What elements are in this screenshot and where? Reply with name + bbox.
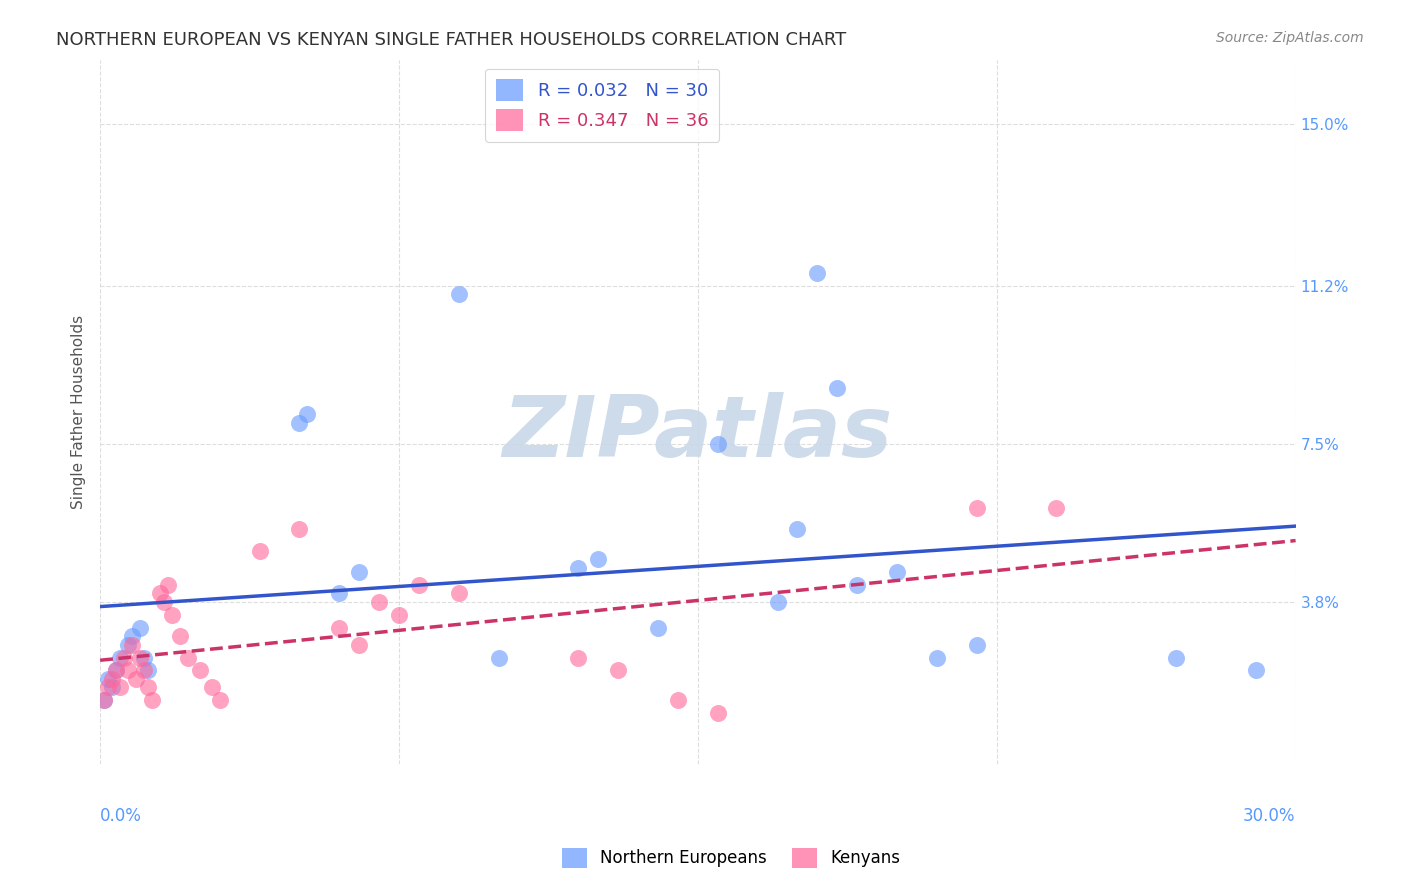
Point <box>129 650 152 665</box>
Point <box>105 663 128 677</box>
Point <box>567 650 589 665</box>
Point <box>827 381 849 395</box>
Point <box>297 407 319 421</box>
Point <box>129 621 152 635</box>
Point <box>149 586 172 600</box>
Point <box>288 522 311 536</box>
Point <box>208 693 231 707</box>
Point <box>347 638 370 652</box>
Point <box>97 681 120 695</box>
Point <box>846 578 869 592</box>
Point <box>786 522 808 536</box>
Text: Source: ZipAtlas.com: Source: ZipAtlas.com <box>1216 31 1364 45</box>
Point <box>567 561 589 575</box>
Point <box>117 638 139 652</box>
Point <box>966 501 988 516</box>
Legend: R = 0.032   N = 30, R = 0.347   N = 36: R = 0.032 N = 30, R = 0.347 N = 36 <box>485 69 718 142</box>
Point <box>117 663 139 677</box>
Y-axis label: Single Father Households: Single Father Households <box>72 315 86 509</box>
Point <box>108 650 131 665</box>
Point <box>368 595 391 609</box>
Point <box>886 565 908 579</box>
Text: ZIPatlas: ZIPatlas <box>503 392 893 475</box>
Point <box>201 681 224 695</box>
Point <box>101 672 124 686</box>
Point <box>707 706 730 720</box>
Point <box>188 663 211 677</box>
Text: 30.0%: 30.0% <box>1243 806 1295 824</box>
Point <box>966 638 988 652</box>
Point <box>707 437 730 451</box>
Point <box>136 681 159 695</box>
Point <box>447 287 470 301</box>
Point <box>112 650 135 665</box>
Point <box>169 629 191 643</box>
Point <box>249 543 271 558</box>
Point <box>288 416 311 430</box>
Text: NORTHERN EUROPEAN VS KENYAN SINGLE FATHER HOUSEHOLDS CORRELATION CHART: NORTHERN EUROPEAN VS KENYAN SINGLE FATHE… <box>56 31 846 49</box>
Point <box>97 672 120 686</box>
Point <box>806 266 828 280</box>
Point <box>125 672 148 686</box>
Point <box>105 663 128 677</box>
Point <box>121 638 143 652</box>
Text: 0.0%: 0.0% <box>100 806 142 824</box>
Point <box>647 621 669 635</box>
Point <box>388 607 411 622</box>
Point <box>108 681 131 695</box>
Point <box>156 578 179 592</box>
Point <box>925 650 948 665</box>
Point <box>132 650 155 665</box>
Point <box>121 629 143 643</box>
Point <box>408 578 430 592</box>
Point <box>1164 650 1187 665</box>
Point <box>101 681 124 695</box>
Point <box>1244 663 1267 677</box>
Point <box>328 586 350 600</box>
Point <box>93 693 115 707</box>
Point <box>132 663 155 677</box>
Point <box>586 552 609 566</box>
Point <box>328 621 350 635</box>
Point <box>1045 501 1067 516</box>
Point <box>766 595 789 609</box>
Point <box>141 693 163 707</box>
Point <box>607 663 630 677</box>
Legend: Northern Europeans, Kenyans: Northern Europeans, Kenyans <box>555 841 907 875</box>
Point <box>666 693 689 707</box>
Point <box>177 650 200 665</box>
Point <box>488 650 510 665</box>
Point <box>160 607 183 622</box>
Point <box>347 565 370 579</box>
Point <box>136 663 159 677</box>
Point <box>93 693 115 707</box>
Point <box>153 595 176 609</box>
Point <box>447 586 470 600</box>
